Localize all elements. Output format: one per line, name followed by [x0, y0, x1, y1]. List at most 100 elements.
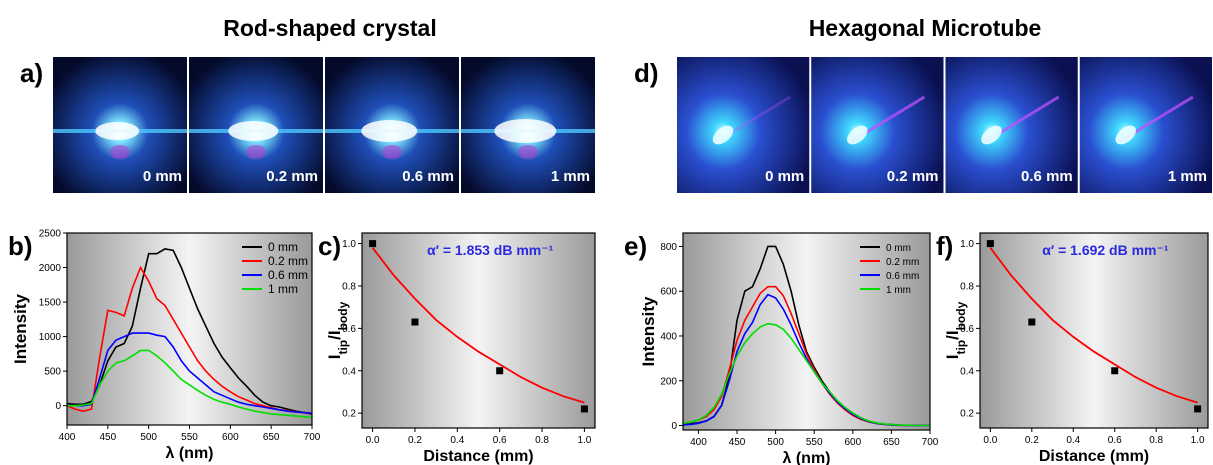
x-tick-label: 0.8 [1149, 435, 1163, 446]
panel-label: f) [936, 231, 953, 261]
x-tick-label: 1.0 [1191, 435, 1205, 446]
x-tick-label: 650 [883, 437, 900, 448]
x-axis-label: Distance (mm) [1039, 448, 1149, 465]
panel-label: c) [318, 231, 341, 261]
glow-spot [361, 120, 418, 142]
y-axis-label-part: /I [325, 330, 344, 339]
data-point [1194, 405, 1202, 413]
x-tick-label: 400 [59, 432, 76, 443]
y-tick-label: 0.8 [342, 281, 356, 292]
glow-spot [228, 121, 279, 141]
title: Rod-shaped crystal [223, 15, 436, 41]
data-point [1028, 318, 1036, 326]
plot-background [980, 233, 1208, 428]
glow-purple [110, 145, 130, 159]
series-line [682, 322, 930, 427]
x-tick-label: 0.4 [450, 435, 464, 446]
x-tick-label: 0.6 [1108, 435, 1122, 446]
legend-label: 0.2 mm [268, 254, 308, 268]
y-axis-label-part: body [336, 301, 350, 330]
photo-label: 0.2 mm [266, 168, 318, 185]
y-tick-label: 0.6 [960, 324, 974, 335]
chart: b) 400 450 500 550 600 650 700 0 500 1000 1500 2000 2… [8, 229, 321, 463]
y-axis-label: Itip/Ibody [325, 301, 350, 359]
y-tick-label: 0.4 [342, 366, 356, 377]
plot-background [362, 233, 595, 428]
data-point [1111, 367, 1119, 375]
y-tick-label: 200 [660, 376, 677, 387]
legend-label: 0 mm [886, 243, 911, 254]
photo-frame: 1 mm [461, 57, 595, 193]
glow-spot [847, 125, 868, 145]
panel-label: a) [20, 58, 43, 88]
data-point [411, 318, 419, 326]
fit-curve [371, 247, 585, 404]
series-line [67, 332, 313, 415]
y-tick-label: 0.6 [342, 324, 356, 335]
legend-label: 1 mm [886, 285, 911, 296]
x-tick-label: 0.4 [1066, 435, 1080, 446]
x-tick-label: 500 [140, 432, 157, 443]
photo-frame: 0 mm [53, 57, 187, 193]
y-axis-label-part: I [325, 355, 344, 360]
photo-label: 1 mm [1168, 168, 1207, 185]
series-line [67, 349, 313, 419]
data-point [580, 405, 588, 413]
chart: f) 0.0 0.2 0.4 0.6 0.8 1.0 0.2 0.4 0.6 0.8 1.0 Dista… [936, 231, 1209, 465]
legend-label: 0.6 mm [886, 271, 919, 282]
photo-label: 0.6 mm [1021, 168, 1073, 185]
photo-label: 0.6 mm [402, 168, 454, 185]
y-tick-label: 1500 [39, 298, 62, 309]
y-axis-label-part: I [943, 355, 962, 360]
photo [677, 57, 810, 193]
plot-frame [682, 232, 931, 431]
x-tick-label: 0.8 [535, 435, 549, 446]
y-axis-label-part: /I [943, 330, 962, 339]
y-tick-label: 0.4 [960, 366, 974, 377]
panel-label: b) [8, 231, 33, 261]
photo-frame: 0.6 mm [325, 57, 459, 193]
title: Hexagonal Microtube [809, 15, 1042, 41]
legend-label: 0.2 mm [886, 257, 919, 268]
x-tick-label: 400 [690, 437, 707, 448]
x-axis-label: λ (nm) [166, 445, 214, 462]
data-point [369, 240, 377, 248]
y-tick-label: 0.8 [960, 281, 974, 292]
glow-purple [518, 145, 538, 159]
photo-frame: 0.2 mm [811, 57, 944, 193]
y-axis-label-part: tip [954, 340, 968, 355]
x-tick-label: 600 [222, 432, 239, 443]
annotation: α′ = 1.853 dB mm⁻¹ [427, 242, 554, 258]
y-tick-label: 800 [660, 242, 677, 253]
y-tick-label: 2500 [39, 229, 62, 240]
y-axis-label-part: Intensity [639, 296, 658, 366]
glow-spot [95, 122, 140, 140]
x-tick-label: 550 [806, 437, 823, 448]
chart: e) 400 450 500 550 600 650 700 0 200 400 600 800 λ (n… [624, 231, 939, 465]
photo-label: 0 mm [143, 168, 182, 185]
y-tick-label: 1.0 [342, 239, 356, 250]
y-tick-label: 1000 [39, 332, 62, 343]
photo-frame: 0.2 mm [189, 57, 323, 193]
x-tick-label: 650 [263, 432, 280, 443]
plot-frame [979, 232, 1209, 429]
x-tick-label: 700 [304, 432, 321, 443]
fit-curve [989, 247, 1198, 404]
photo-frame: 0 mm [677, 57, 810, 193]
annotation: α′ = 1.692 dB mm⁻¹ [1042, 242, 1169, 258]
y-tick-label: 2000 [39, 263, 62, 274]
y-tick-label: 0 [55, 401, 61, 412]
x-tick-label: 0.2 [1025, 435, 1039, 446]
photo-label: 0.2 mm [887, 168, 939, 185]
x-axis-label: Distance (mm) [423, 448, 533, 465]
y-tick-label: 500 [44, 367, 61, 378]
y-tick-label: 400 [660, 331, 677, 342]
photo-label: 1 mm [551, 168, 590, 185]
x-tick-label: 450 [729, 437, 746, 448]
data-point [496, 367, 504, 375]
y-axis-label: Intensity [639, 296, 658, 366]
y-tick-label: 0 [671, 421, 677, 432]
x-tick-label: 550 [181, 432, 198, 443]
x-tick-label: 450 [99, 432, 116, 443]
